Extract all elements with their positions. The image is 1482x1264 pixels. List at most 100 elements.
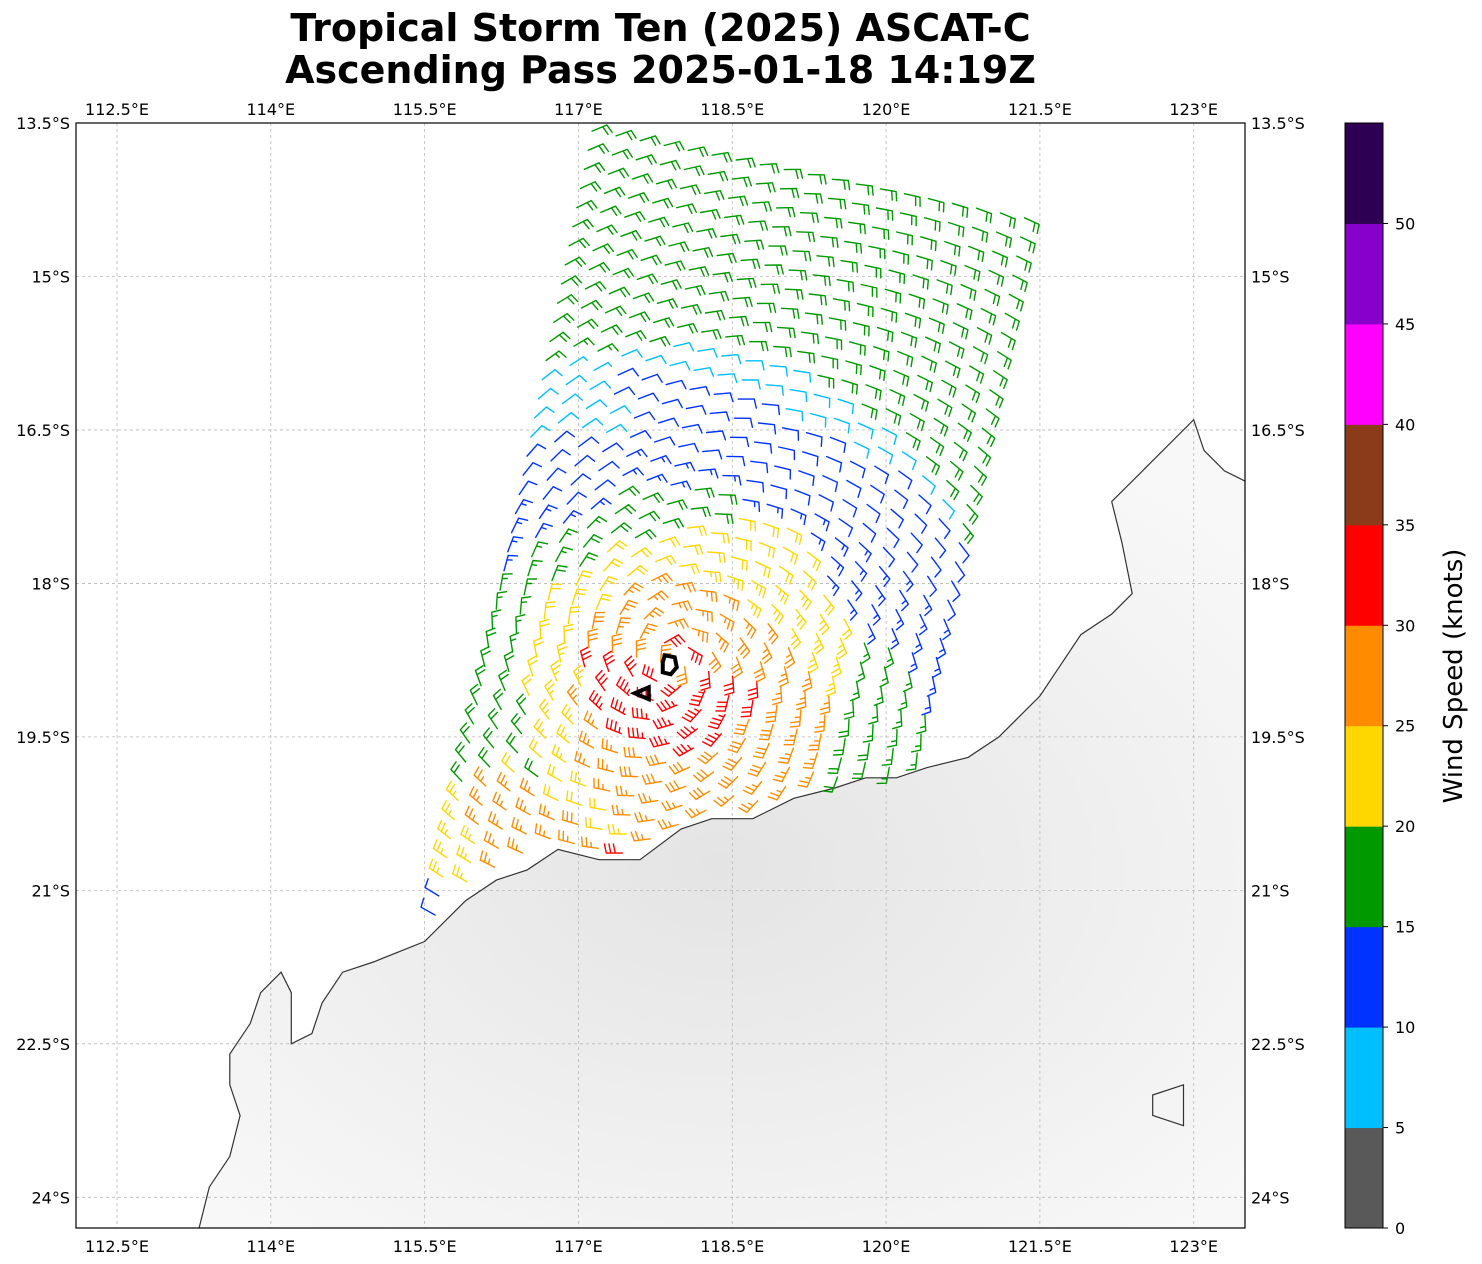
wind-barb: [868, 245, 886, 260]
wind-barb: [709, 411, 730, 422]
wind-barb: [589, 380, 612, 390]
wind-barb: [555, 546, 573, 563]
wind-barb: [870, 484, 885, 504]
wind-barb: [614, 504, 636, 515]
lon-tick-label-bottom: 118.5°E: [700, 1237, 764, 1256]
wind-barb: [814, 714, 826, 733]
wind-barb: [751, 580, 767, 599]
wind-barb: [688, 690, 706, 707]
wind-barb: [469, 786, 483, 806]
wind-barb: [686, 525, 708, 537]
wind-barb: [544, 679, 555, 701]
wind-barb: [737, 637, 751, 659]
wind-barb: [818, 494, 834, 512]
wind-barb: [947, 599, 956, 622]
wind-barb: [641, 664, 658, 682]
wind-barb: [642, 492, 664, 503]
wind-barb: [533, 718, 547, 739]
wind-barb: [1004, 312, 1020, 331]
wind-barb: [592, 243, 614, 254]
wind-barb: [747, 761, 767, 777]
australia-landmass: [199, 419, 1245, 1228]
lat-tick-label-left: 16.5°S: [16, 421, 70, 440]
wind-barb: [619, 766, 639, 778]
wind-barb: [531, 541, 549, 558]
wind-barb: [601, 738, 619, 754]
wind-barb: [918, 613, 928, 636]
wind-barbs: [420, 124, 1040, 916]
wind-barb: [577, 318, 599, 329]
wind-barb: [795, 690, 807, 710]
wind-barb: [594, 479, 616, 491]
wind-barb: [558, 412, 579, 424]
wind-barb: [790, 628, 802, 650]
wind-barb: [892, 250, 910, 265]
wind-barb: [638, 793, 659, 804]
wind-barb: [766, 503, 784, 519]
lon-tick-label-bottom: 117°E: [554, 1237, 603, 1256]
wind-barb: [921, 695, 932, 716]
wind-barb: [796, 231, 816, 243]
wind-barb: [569, 356, 588, 366]
wind-barb: [942, 618, 952, 641]
wind-barb: [602, 442, 624, 453]
wind-barb: [928, 317, 945, 334]
wind-barb: [829, 436, 847, 453]
wind-barb: [916, 714, 927, 735]
wind-barb: [808, 733, 822, 751]
wind-barb: [850, 460, 866, 479]
wind-barb: [781, 427, 800, 441]
wind-barb: [578, 730, 595, 749]
wind-barb: [817, 374, 835, 389]
wind-barb: [547, 583, 562, 601]
wind-barb: [665, 379, 687, 390]
wind-barb: [827, 575, 840, 597]
wind-barb: [847, 599, 858, 621]
wind-barb: [655, 554, 677, 566]
wind-barb: [778, 666, 789, 688]
wind-barb: [972, 346, 989, 365]
wind-barb: [580, 299, 603, 311]
wind-barb: [783, 728, 798, 746]
wind-barb: [805, 432, 823, 447]
wind-barb: [740, 699, 754, 718]
wind-barb: [708, 651, 722, 674]
wind-barb: [699, 670, 711, 691]
colorbar-swatch: [1345, 1027, 1383, 1129]
wind-barb: [748, 220, 769, 231]
wind-barb: [937, 398, 953, 418]
wind-barb: [849, 680, 860, 702]
wind-barb: [995, 231, 1013, 249]
lon-tick-label-bottom: 123°E: [1169, 1237, 1218, 1256]
wind-barb: [607, 824, 627, 835]
wind-barb: [798, 470, 815, 487]
wind-barb: [836, 279, 855, 293]
wind-barb: [648, 216, 670, 228]
wind-barb: [962, 523, 975, 544]
wind-barb: [661, 398, 683, 409]
wind-barb: [969, 365, 985, 384]
wind-barb: [672, 222, 694, 234]
wind-barb: [723, 675, 735, 696]
wind-barb: [958, 542, 970, 564]
wind-barb: [615, 785, 635, 797]
wind-barb: [717, 776, 739, 789]
wind-barb: [923, 594, 933, 617]
wind-barb: [611, 148, 633, 160]
wind-barb: [909, 413, 925, 432]
wind-barb: [971, 226, 989, 243]
wind-barb: [720, 233, 741, 245]
lat-tick-label-left: 24°S: [31, 1188, 70, 1207]
wind-barb: [645, 354, 667, 365]
wind-barb: [733, 417, 754, 428]
wind-barb: [631, 547, 653, 558]
wind-barb: [892, 709, 903, 730]
wind-barb: [914, 513, 928, 534]
wind-barb: [607, 167, 630, 179]
wind-barb: [793, 369, 812, 383]
wind-barb: [861, 403, 878, 420]
wind-barb: [831, 656, 842, 678]
wind-barb: [789, 709, 802, 728]
wind-barb: [761, 403, 781, 416]
lat-tick-label-right: 16.5°S: [1251, 421, 1305, 440]
